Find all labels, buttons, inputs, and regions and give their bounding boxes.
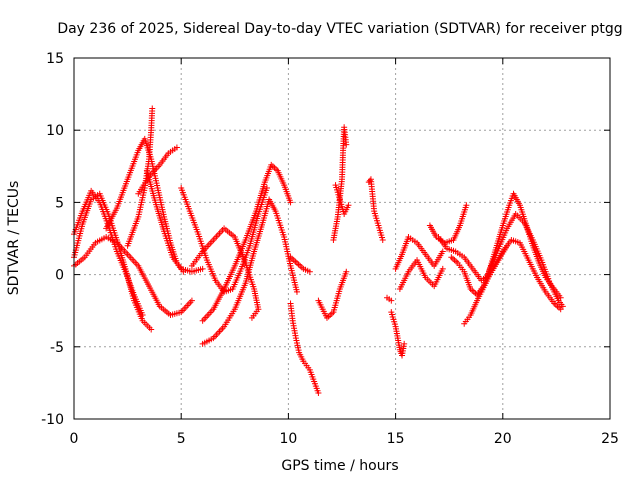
y-tick-label: 10: [46, 123, 64, 139]
plus-marker: [139, 312, 146, 319]
data-marks: [71, 105, 566, 397]
x-tick-label: 5: [177, 431, 186, 447]
plus-marker: [149, 105, 156, 112]
plus-marker: [343, 141, 350, 148]
series-satellite-t: [392, 234, 446, 272]
plus-marker: [173, 144, 180, 151]
series-satellite-n: [315, 268, 350, 321]
x-tick-label: 25: [601, 431, 619, 447]
series-satellite-g: [143, 167, 206, 275]
plus-marker: [248, 314, 255, 321]
series-satellite-e: [124, 105, 156, 249]
y-tick-label: 5: [55, 195, 64, 211]
series-satellite-j: [188, 225, 262, 321]
plus-marker: [345, 202, 352, 209]
series-satellite-q: [365, 176, 386, 243]
series-satellite-l: [287, 300, 322, 397]
plus-marker: [287, 199, 294, 206]
plot-border: [73, 57, 611, 420]
plus-marker: [148, 326, 155, 333]
plus-marker: [463, 202, 470, 209]
series-satellite-i: [199, 161, 294, 324]
x-tick-label: 0: [70, 431, 79, 447]
y-axis-label: SDTVAR / TECUs: [6, 181, 22, 296]
series-satellite-z: [478, 210, 566, 310]
plus-marker: [293, 288, 300, 295]
grid-lines: [74, 58, 610, 419]
plus-marker: [188, 297, 195, 304]
plus-marker: [439, 265, 446, 272]
chart-title: Day 236 of 2025, Sidereal Day-to-day VTE…: [57, 21, 622, 37]
x-axis-label: GPS time / hours: [281, 458, 398, 474]
x-tick-label: 10: [279, 431, 297, 447]
plus-marker: [343, 268, 350, 275]
series-satellite-m: [287, 254, 313, 275]
y-tick-label: -10: [41, 412, 64, 428]
plus-marker: [439, 248, 446, 255]
tick-labels: 0 5 10 15 20 25 -10 -5 0 5 10 15: [41, 51, 619, 447]
series-satellite-u: [396, 257, 446, 293]
y-tick-label: 15: [46, 51, 64, 67]
plus-marker: [315, 390, 322, 397]
x-tick-label: 20: [494, 431, 512, 447]
plus-marker: [388, 297, 395, 304]
plus-marker: [401, 340, 408, 347]
series-satellite-r: [384, 294, 395, 304]
series-satellite-p: [332, 182, 352, 217]
series-satellite-k: [199, 196, 300, 347]
plus-marker: [199, 265, 206, 272]
y-tick-label: 0: [55, 268, 64, 284]
series-satellite-s: [388, 309, 408, 359]
plus-marker: [379, 236, 386, 243]
plus-marker: [366, 177, 373, 184]
plus-marker: [306, 268, 313, 275]
series-satellite-c: [71, 234, 195, 319]
y-tick-label: -5: [50, 340, 64, 356]
plus-marker: [559, 303, 566, 310]
x-tick-label: 15: [387, 431, 405, 447]
plus-marker: [263, 184, 270, 191]
